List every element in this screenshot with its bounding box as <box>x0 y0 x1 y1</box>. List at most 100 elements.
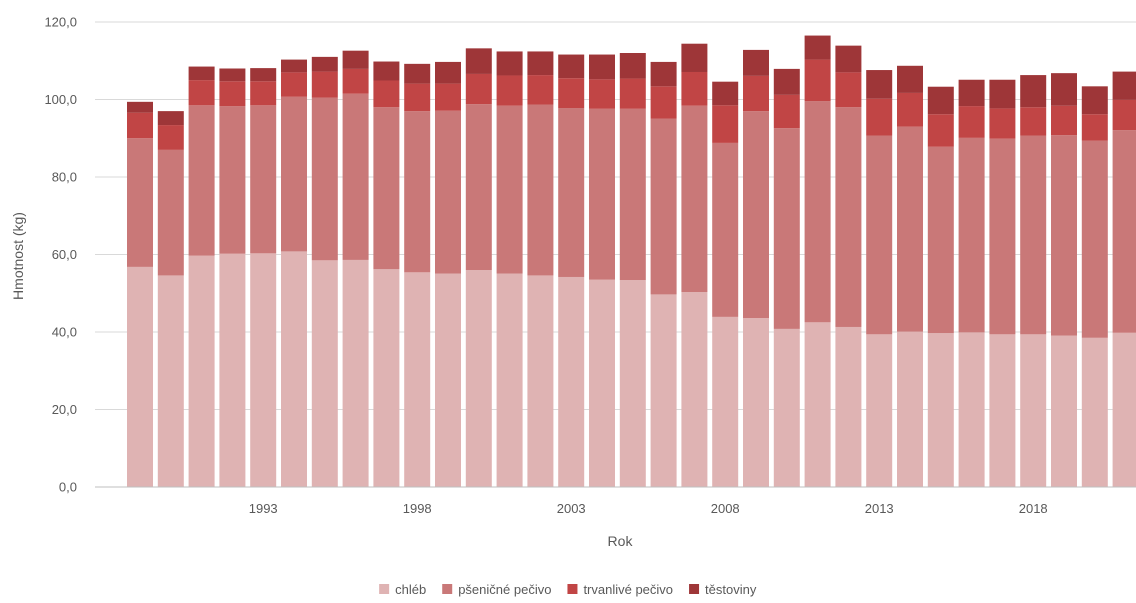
bar-segment <box>373 269 400 487</box>
legend-label: trvanlivé pečivo <box>583 582 673 597</box>
y-tick-label: 80,0 <box>52 170 77 185</box>
bar-segment <box>835 107 862 327</box>
bar-segment <box>558 276 585 487</box>
bar-segment <box>927 333 954 487</box>
bar-segment <box>281 96 307 252</box>
bar-segment <box>589 108 615 280</box>
bar-segment <box>373 107 400 270</box>
bar-segment <box>250 105 277 254</box>
bar-segment <box>188 255 215 487</box>
bar-segment <box>342 259 369 487</box>
bar-segment <box>958 332 985 487</box>
bar-segment <box>127 266 153 487</box>
bar-segment <box>558 54 585 79</box>
bar-segment <box>127 112 153 139</box>
bar-segment <box>1081 337 1108 487</box>
x-tick-label: 1993 <box>249 501 278 516</box>
bar-segment <box>404 63 431 84</box>
bar-segment <box>989 79 1016 109</box>
bar-segment <box>558 108 585 277</box>
axes: 0,0 20,0 40,0 60,0 80,0 100,0 120,0 1993 1998 200… <box>44 15 1136 516</box>
bar-segment <box>1051 105 1077 136</box>
bar-segment <box>897 331 923 487</box>
bar-segment <box>342 68 369 94</box>
bar-segment <box>619 108 646 281</box>
bar-segment <box>157 149 184 276</box>
bar-segment <box>558 78 585 109</box>
bar-segment <box>650 118 677 295</box>
bar-segment <box>1112 99 1136 131</box>
bar-segment <box>1051 135 1077 336</box>
bar-segment <box>311 71 338 98</box>
bar-segment <box>281 72 307 97</box>
bar-segment <box>1020 135 1047 335</box>
bar-segment <box>804 101 831 323</box>
bar-segment <box>373 61 400 81</box>
bar-segment <box>1081 114 1108 141</box>
bar-segment <box>496 75 523 106</box>
x-axis-title: Rok <box>608 533 634 549</box>
legend-label: chléb <box>395 582 426 597</box>
bar-segment <box>250 81 277 106</box>
bar-segment <box>712 81 739 106</box>
y-tick-label: 0,0 <box>59 480 77 495</box>
legend-swatch <box>567 584 578 594</box>
bar-segment <box>465 104 492 271</box>
bar-segment <box>804 59 831 102</box>
bar-segment <box>989 334 1016 487</box>
legend: chléb pšeničné pečivo trvanlivé pečivo těst… <box>379 582 757 597</box>
bar-segment <box>835 45 862 73</box>
bar-segment <box>743 318 769 487</box>
bar-segment <box>1081 140 1108 338</box>
bar-segment <box>188 80 215 106</box>
bar-segment <box>989 138 1016 335</box>
bar-segment <box>804 35 831 60</box>
bar-segment <box>589 279 615 487</box>
bar-segment <box>496 273 523 487</box>
bar-segment <box>958 79 985 107</box>
bar-segment <box>1051 335 1077 487</box>
bar-segment <box>250 68 277 82</box>
bar-segment <box>281 251 307 487</box>
bar-segment <box>527 51 554 76</box>
bar-segment <box>681 105 708 293</box>
bar-segment <box>1020 107 1047 136</box>
bar-segment <box>157 275 184 487</box>
y-axis-title: Hmotnost (kg) <box>10 212 26 300</box>
bar-segment <box>465 73 492 105</box>
bar-segment <box>897 126 923 332</box>
bar-segment <box>835 72 862 108</box>
bar-segment <box>958 106 985 138</box>
bar-segment <box>866 135 893 335</box>
x-tick-label: 2008 <box>711 501 740 516</box>
bar-segment <box>127 138 153 267</box>
bar-segment <box>219 106 246 254</box>
bar-segment <box>435 110 461 274</box>
bar-segment <box>496 105 523 274</box>
bar-segment <box>927 86 954 115</box>
bar-segment <box>681 71 708 106</box>
bar-segment <box>927 114 954 147</box>
bar-segment <box>650 294 677 487</box>
bar-segment <box>989 108 1016 139</box>
bar-segment <box>650 61 677 87</box>
legend-label: pšeničné pečivo <box>458 582 551 597</box>
bar-segment <box>188 105 215 256</box>
bar-segment <box>465 48 492 74</box>
bar-segment <box>743 75 769 112</box>
bar-segment <box>1020 75 1047 108</box>
y-tick-label: 120,0 <box>44 15 77 30</box>
bar-segment <box>496 51 523 76</box>
bar-segment <box>157 111 184 126</box>
bar-segment <box>712 142 739 317</box>
bar-segment <box>527 275 554 487</box>
bar-segment <box>866 70 893 99</box>
bar-segment <box>897 92 923 127</box>
bar-segment <box>927 146 954 334</box>
bar-segment <box>219 68 246 82</box>
bar-segment <box>958 137 985 333</box>
bar-segment <box>311 56 338 72</box>
bar-segment <box>435 61 461 84</box>
bar-segment <box>281 59 307 73</box>
